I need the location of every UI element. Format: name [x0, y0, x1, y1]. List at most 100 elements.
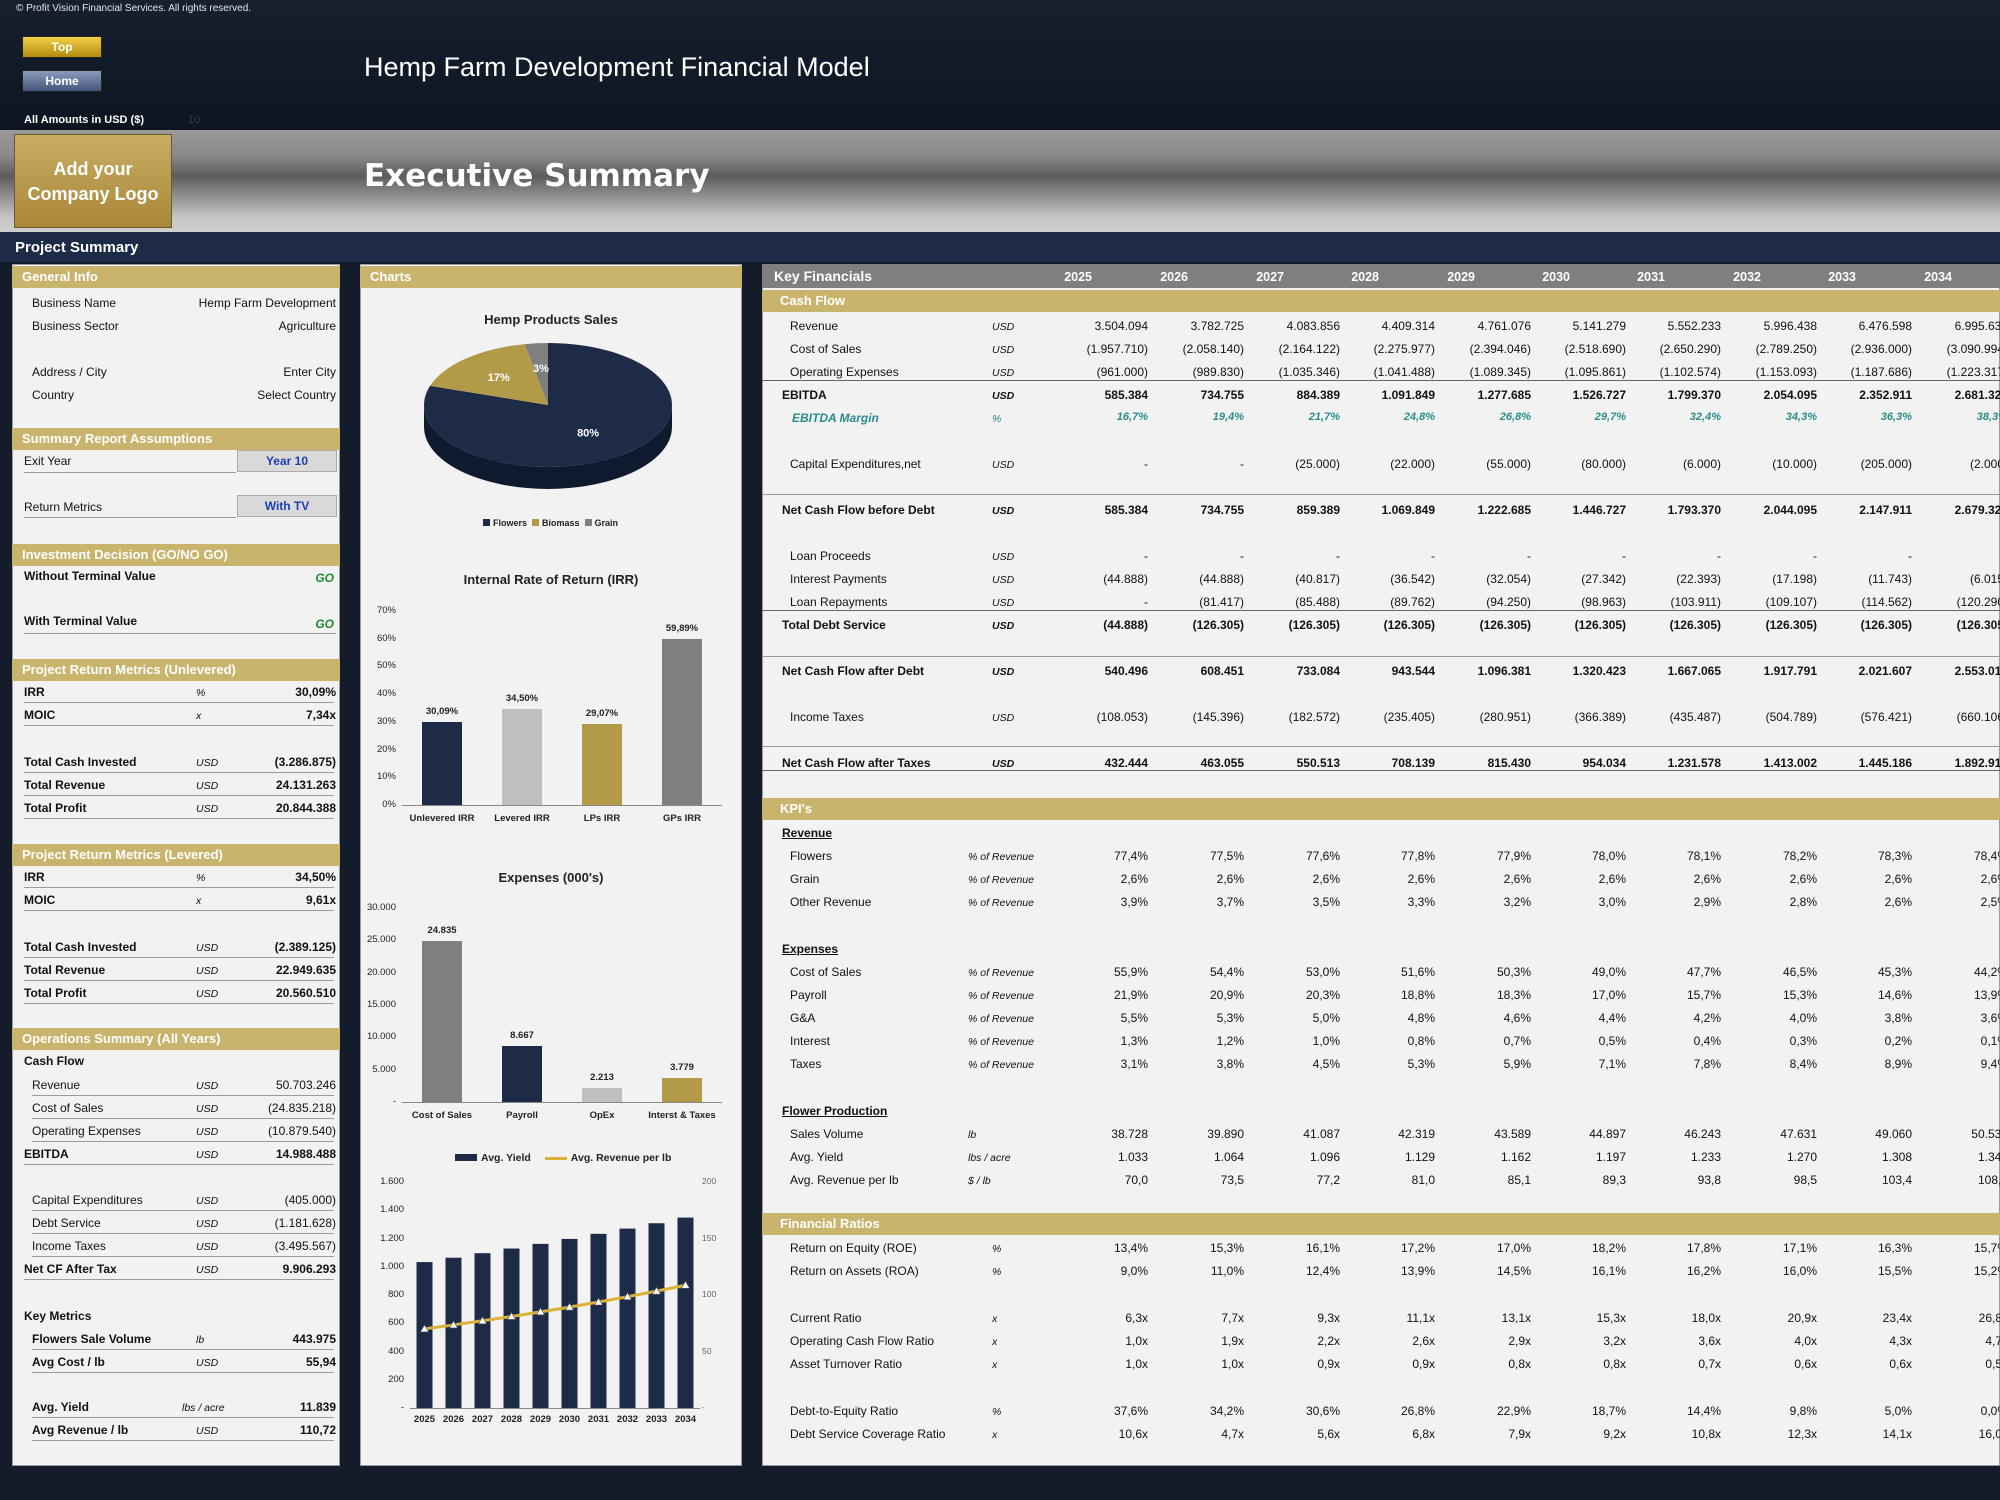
row-label: Debt Service Coverage Ratio [790, 1427, 946, 1441]
row-value: 46.243 [1684, 1127, 1721, 1141]
row-value: 20,3% [1305, 988, 1340, 1002]
row-value: 0,3% [1789, 1034, 1817, 1048]
row-value: 1.793.370 [1667, 503, 1721, 517]
row-value: 4.761.076 [1477, 319, 1531, 333]
row-value: (10.000) [1772, 457, 1817, 471]
ops-ebitda-label: EBITDA [24, 1147, 69, 1161]
row-value: 93,8 [1697, 1173, 1721, 1187]
levered-metrics-moic-unit: x [196, 895, 202, 907]
row-value: 5,3% [1407, 1057, 1435, 1071]
revenue-per-lb-marker [622, 1292, 633, 1300]
row-value: (660.106) [1956, 710, 2000, 724]
row-label: Return on Equity (ROE) [790, 1241, 917, 1255]
row-value: 34,2% [1209, 1404, 1244, 1418]
y-axis-tick: 5.000 [372, 1063, 396, 1075]
cash-flow-header: Cash Flow [762, 290, 2000, 312]
row-value: 73,5 [1220, 1173, 1244, 1187]
row-value: 734.755 [1200, 503, 1244, 517]
km-avg-cost-value: 55,94 [305, 1355, 336, 1369]
unlevered-metrics-moic-label: MOIC [24, 708, 56, 722]
row-value: (2.936.000) [1850, 342, 1912, 356]
row-value: 45,3% [1877, 965, 1912, 979]
y-axis-tick: 1.600 [380, 1176, 404, 1187]
row-value: - [1144, 549, 1148, 563]
row-value: 36,3% [1880, 411, 1912, 423]
top-button[interactable]: Top [22, 36, 102, 58]
row-value: 77,4% [1113, 849, 1148, 863]
row-value: 1.445.186 [1858, 756, 1912, 770]
company-logo-placeholder[interactable]: Add your Company Logo [14, 134, 172, 228]
levered-metrics-row-label: Total Cash Invested [24, 940, 137, 954]
ops-debt-service-label: Debt Service [32, 1216, 101, 1230]
km-flowers-volume-value: 443.975 [292, 1332, 336, 1346]
row-value: 3.504.094 [1094, 319, 1148, 333]
row-value: (1.102.574) [1659, 365, 1721, 379]
logo-line-1: Add your [53, 159, 133, 179]
row-value: 7,9x [1508, 1427, 1531, 1441]
row-value: 7,8% [1693, 1057, 1721, 1071]
row-value: (3.090.994) [1946, 342, 2000, 356]
row-value: (576.421) [1860, 710, 1912, 724]
model-title: Hemp Farm Development Financial Model [364, 52, 870, 82]
row-value: 1.231.578 [1667, 756, 1721, 770]
row-label: Interest [790, 1034, 831, 1048]
row-value: 21,9% [1113, 988, 1148, 1002]
row-value: 2.681.323 [1954, 388, 2000, 402]
row-value: 4,0x [1794, 1334, 1817, 1348]
row-value: - [1527, 549, 1531, 563]
row-unit: % [992, 1243, 1002, 1255]
y-axis-tick: 20.000 [366, 966, 396, 978]
row-value: 5,0% [1312, 1011, 1340, 1025]
row-value: (32.054) [1486, 572, 1531, 586]
with-tv-label: With Terminal Value [24, 614, 138, 628]
y-axis-tick: 70% [376, 605, 396, 616]
row-value: 42.319 [1398, 1127, 1435, 1141]
row-value: 17,8% [1686, 1241, 1721, 1255]
without-tv-status: GO [315, 571, 334, 585]
row-value: (2.650.290) [1659, 342, 1721, 356]
row-value: 1.413.002 [1763, 756, 1817, 770]
row-value: 8,4% [1789, 1057, 1817, 1071]
general-info-label: Business Name [32, 296, 117, 310]
key-metrics-subheader: Key Metrics [24, 1309, 92, 1323]
revenue-per-lb-marker [680, 1280, 691, 1289]
legend-label: Avg. Yield [481, 1152, 531, 1164]
row-value: 13,9% [1973, 988, 2000, 1002]
pie-depth [424, 405, 672, 489]
row-value: 14,5% [1496, 1264, 1531, 1278]
row-value: - [1622, 549, 1626, 563]
row-value: (2.000) [1969, 457, 2000, 471]
row-value: 32,4% [1689, 411, 1721, 423]
y-axis-tick: 800 [388, 1289, 404, 1300]
general-info-value: Enter City [283, 365, 336, 379]
row-value: 2,8% [1789, 895, 1817, 909]
return-metrics-select[interactable]: With TV [237, 495, 337, 517]
pie-label: 17% [488, 372, 510, 384]
legend-swatch [544, 1156, 567, 1160]
row-unit: % [992, 413, 1002, 425]
copyright-text: © Profit Vision Financial Services. All … [16, 3, 252, 14]
row-unit: % of Revenue [968, 1036, 1034, 1048]
home-button[interactable]: Home [22, 70, 102, 92]
levered-metrics-moic-value: 9,61x [305, 893, 336, 907]
row-value: 4,7x [1985, 1334, 2000, 1348]
row-value: (2.058.140) [1182, 342, 1244, 356]
row-value: (961.000) [1096, 365, 1148, 379]
row-value: 1.917.791 [1763, 664, 1817, 678]
row-unit: USD [992, 390, 1015, 402]
row-value: 1.526.727 [1572, 388, 1626, 402]
row-value: (126.305) [1383, 618, 1435, 632]
year-header: 2027 [1256, 270, 1284, 284]
row-label: Net Cash Flow after Taxes [782, 756, 931, 770]
row-value: 77,9% [1496, 849, 1531, 863]
row-value: 1.091.849 [1381, 388, 1435, 402]
row-value: 29,7% [1594, 411, 1626, 423]
exit-year-select[interactable]: Year 10 [237, 450, 337, 472]
row-unit: % of Revenue [968, 967, 1034, 979]
y-axis-tick: 1.200 [380, 1232, 404, 1244]
row-value: 3.782.725 [1190, 319, 1244, 333]
row-label: Avg. Revenue per lb [790, 1173, 899, 1187]
divider-line [24, 887, 334, 888]
kpi-header: KPI's [762, 798, 2000, 820]
row-value: 0,8x [1603, 1357, 1626, 1371]
